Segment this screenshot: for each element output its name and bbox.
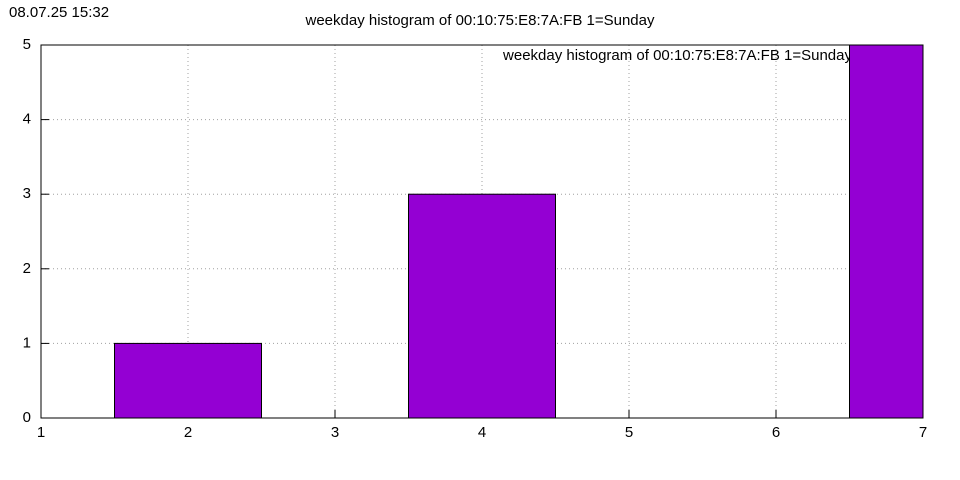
bar [849, 44, 924, 419]
x-tick-label: 6 [772, 424, 780, 441]
y-tick-label: 1 [23, 334, 31, 351]
x-tick-label: 1 [37, 424, 45, 441]
y-tick-label: 0 [23, 409, 31, 426]
x-tick-label: 7 [919, 424, 927, 441]
bar [114, 342, 262, 419]
y-tick-label: 5 [23, 36, 31, 53]
x-tick-label: 5 [625, 424, 633, 441]
x-tick-label: 3 [331, 424, 339, 441]
y-tick-label: 2 [23, 260, 31, 277]
chart-title: weekday histogram of 00:10:75:E8:7A:FB 1… [305, 12, 655, 29]
x-tick-label: 4 [478, 424, 486, 441]
y-tick-label: 4 [23, 111, 31, 128]
legend-label: weekday histogram of 00:10:75:E8:7A:FB 1… [502, 47, 852, 64]
x-tick-label: 2 [184, 424, 192, 441]
plot-border [40, 44, 924, 419]
timestamp: 08.07.25 15:32 [9, 4, 109, 21]
bar [408, 193, 556, 419]
y-tick-label: 3 [23, 185, 31, 202]
